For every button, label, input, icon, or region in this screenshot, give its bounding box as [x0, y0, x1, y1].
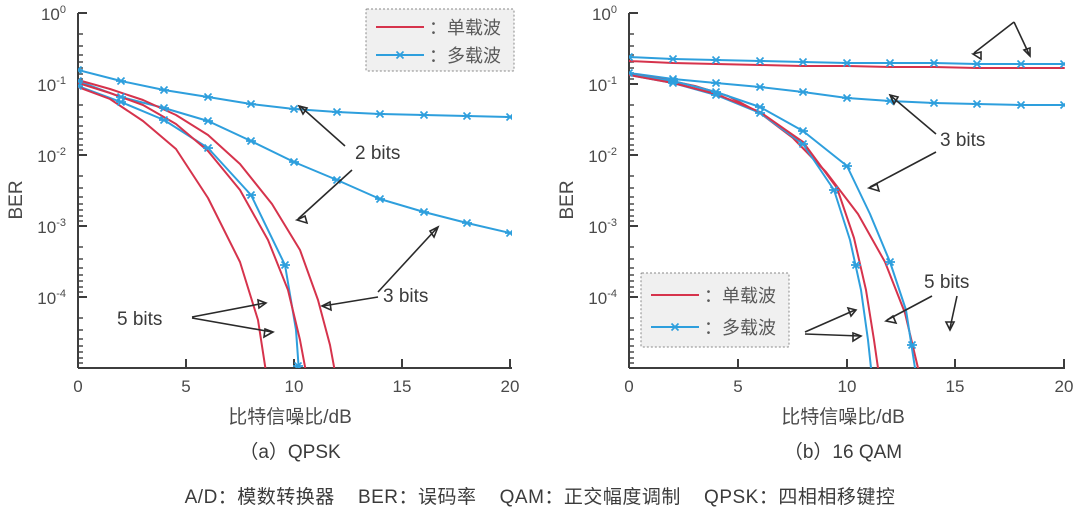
curve-single-3bits	[78, 82, 307, 368]
curve-multi-3bits	[78, 80, 511, 234]
svg-text:10: 10	[285, 377, 304, 396]
subplot-caption-qam: （b）16 QAM	[784, 441, 902, 463]
y-axis-title-qam: BER	[557, 180, 578, 219]
svg-text:10: 10	[838, 377, 857, 396]
y-tick-exp: 0	[60, 4, 66, 16]
svg-text:10-2: 10-2	[37, 146, 66, 166]
x-tick-labels-qpsk: 0 5 10 15 20	[73, 377, 519, 396]
legend-label-multi-carrier: ：多载波	[429, 46, 501, 66]
y-tick-base: 10	[41, 5, 60, 24]
markers-multi-5bits	[78, 81, 303, 368]
qam-plot: 100 10-1 10-2 10-3 10-4 0 5 10 15 20 BER…	[557, 4, 1073, 463]
legend-label-multi-carrier-qam: ：多载波	[704, 318, 776, 338]
svg-text:10-3: 10-3	[37, 217, 66, 237]
annotation-flat-arrows-qam	[970, 21, 1031, 61]
annotation-2bits-qpsk: 2 bits	[294, 104, 400, 225]
abbreviation-caption: A/D：模数转换器 BER：误码率 QAM：正交幅度调制 QPSK：四相相移键控	[0, 482, 1080, 509]
x-tick-labels-qam: 0 5 10 15 20	[624, 377, 1073, 396]
svg-text:100: 100	[592, 4, 617, 24]
qpsk-plot: 100 10-1 10-2 10-3 10-4 0 5 10 15 20 BER…	[6, 4, 519, 463]
svg-text:20: 20	[501, 377, 520, 396]
markers-multi-8bits-qam	[668, 78, 861, 270]
axes-qpsk	[77, 12, 512, 369]
svg-text:10-1: 10-1	[37, 75, 66, 95]
qpsk-curves	[78, 65, 512, 368]
svg-text:0: 0	[73, 377, 82, 396]
panel-qpsk: 100 10-1 10-2 10-3 10-4 0 5 10 15 20 BER…	[0, 0, 540, 480]
curve-single-2bits-flat	[629, 60, 1065, 69]
svg-text:10-2: 10-2	[588, 146, 617, 166]
svg-text:5: 5	[181, 377, 190, 396]
panel-16qam: 100 10-1 10-2 10-3 10-4 0 5 10 15 20 BER…	[540, 0, 1080, 480]
curve-single-8bits-qam	[629, 74, 879, 368]
markers-multi-2bits	[78, 65, 512, 122]
caption-item-qam: QAM：正交幅度调制	[499, 487, 681, 508]
annotation-5bits-qpsk: 5 bits	[117, 298, 275, 339]
legend-qpsk[interactable]: ：单载波 ：多载波	[365, 8, 515, 72]
legend-label-single-carrier-qam: ：单载波	[704, 286, 776, 306]
annotation-label-2bits: 2 bits	[355, 143, 400, 164]
caption-item-ad: A/D：模数转换器	[184, 487, 335, 508]
y-tick-labels-qpsk: 100 10-1 10-2 10-3 10-4	[37, 4, 66, 308]
curve-single-5bits	[78, 86, 267, 368]
svg-text:100: 100	[41, 4, 66, 24]
svg-text:20: 20	[1055, 377, 1074, 396]
curve-multi-5bits-qam	[629, 73, 916, 368]
x-axis-title-qam: 比特信噪比/dB	[781, 406, 905, 428]
annotation-label-5bits-qam: 5 bits	[924, 272, 969, 293]
y-axis-title-qpsk: BER	[6, 180, 27, 219]
markers-multi-2bits-flat	[629, 52, 1065, 69]
svg-text:15: 15	[393, 377, 412, 396]
annotation-label-5bits: 5 bits	[117, 309, 162, 330]
legend-label-single-carrier: ：单载波	[429, 18, 501, 38]
svg-text:10-3: 10-3	[588, 217, 617, 237]
curve-single-2bits	[78, 79, 336, 368]
svg-text:10-1: 10-1	[588, 75, 617, 95]
annotation-5bits-qam: 5 bits	[884, 272, 969, 332]
caption-item-qpsk: QPSK：四相相移键控	[704, 487, 896, 508]
y-tick-labels-qam: 100 10-1 10-2 10-3 10-4	[588, 4, 617, 308]
svg-text:15: 15	[946, 377, 965, 396]
caption-item-ber: BER：误码率	[357, 487, 477, 508]
markers-multi-3bits-qam	[629, 68, 1065, 110]
qam-curves	[629, 52, 1065, 368]
subplot-caption-qpsk: （a）QPSK	[239, 441, 341, 463]
svg-text:0: 0	[624, 377, 633, 396]
x-axis-title-qpsk: 比特信噪比/dB	[228, 406, 352, 428]
svg-text:10-4: 10-4	[588, 288, 617, 308]
annotation-3bits-qam: 3 bits	[866, 93, 985, 193]
annotation-3bits-qpsk: 3 bits	[320, 225, 440, 312]
legend-qam[interactable]: ：单载波 ：多载波	[640, 272, 790, 348]
annotation-label-3bits: 3 bits	[383, 286, 428, 307]
svg-text:10-4: 10-4	[37, 288, 66, 308]
annotation-label-3bits-qam: 3 bits	[940, 130, 985, 151]
svg-text:5: 5	[733, 377, 742, 396]
